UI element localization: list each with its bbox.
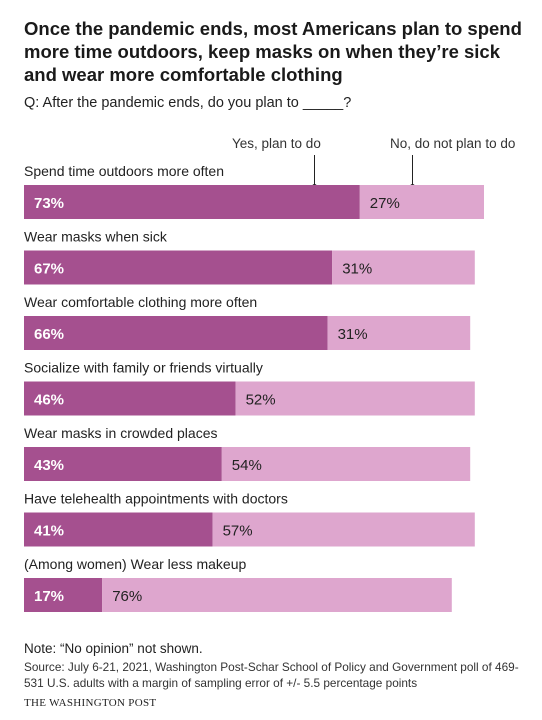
bar-no	[102, 578, 452, 612]
data-label-yes: 66%	[34, 326, 64, 343]
legend-no-leader	[412, 155, 413, 186]
data-label-no: 31%	[338, 326, 368, 343]
bar-no	[359, 185, 484, 219]
publisher-brand: The Washington Post	[24, 697, 157, 709]
bar-yes	[24, 512, 213, 547]
legend-yes-leader	[314, 155, 315, 186]
stacked-bar-chart: Spend time outdoors more often 73% 27% Wear…	[24, 163, 484, 612]
category-label: Spend time outdoors more often	[24, 163, 224, 179]
data-label-yes: 73%	[34, 195, 64, 212]
legend-no-label: No, do not plan to do	[390, 136, 516, 151]
data-label-yes: 41%	[34, 523, 64, 540]
category-label: Have telehealth appointments with doctor…	[24, 491, 288, 507]
bar-yes	[24, 447, 222, 481]
bar-no	[221, 447, 471, 481]
bar-yes	[24, 250, 333, 285]
category-label: (Among women) Wear less makeup	[24, 556, 246, 572]
data-label-yes: 43%	[34, 457, 64, 474]
chart-source: Source: July 6-21, 2021, Washington Post…	[24, 660, 519, 690]
data-label-no: 54%	[232, 457, 262, 474]
bar-yes	[24, 578, 103, 612]
category-label: Wear masks when sick	[24, 229, 168, 245]
category-label: Wear masks in crowded places	[24, 425, 217, 441]
data-label-no: 57%	[223, 523, 253, 540]
bar-yes	[24, 381, 236, 416]
legend-yes-label: Yes, plan to do	[232, 136, 321, 151]
category-label: Wear comfortable clothing more often	[24, 294, 257, 310]
bar-no	[235, 381, 475, 416]
data-label-no: 76%	[112, 588, 142, 605]
bar-yes	[24, 185, 360, 219]
data-label-yes: 46%	[34, 392, 64, 409]
data-label-yes: 17%	[34, 588, 64, 605]
data-label-yes: 67%	[34, 261, 64, 278]
chart-title: Once the pandemic ends, most Americans p…	[24, 18, 522, 85]
data-label-no: 52%	[246, 392, 276, 409]
chart-note: Note: “No opinion” not shown.	[24, 641, 203, 656]
data-label-no: 27%	[370, 195, 400, 212]
category-label: Socialize with family or friends virtual…	[24, 360, 263, 376]
bar-no	[327, 316, 471, 350]
bar-yes	[24, 316, 328, 350]
bar-no	[212, 512, 475, 547]
data-label-no: 31%	[342, 261, 372, 278]
bar-no	[332, 250, 475, 285]
survey-question: Q: After the pandemic ends, do you plan …	[24, 95, 352, 111]
